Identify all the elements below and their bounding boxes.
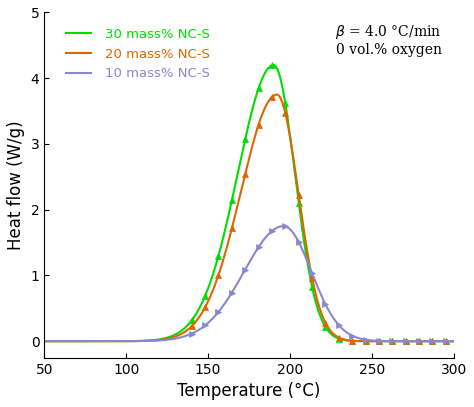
- Line: 10 mass% NC-S: 10 mass% NC-S: [44, 226, 454, 341]
- Text: $\beta$ = 4.0 °C/min
0 vol.% oxygen: $\beta$ = 4.0 °C/min 0 vol.% oxygen: [336, 23, 442, 57]
- 10 mass% NC-S: [41, 339, 47, 344]
- 10 mass% NC-S: [281, 224, 286, 229]
- 10 mass% NC-S: [451, 339, 457, 344]
- 30 mass% NC-S: [216, 251, 222, 256]
- 20 mass% NC-S: [88, 339, 94, 344]
- 10 mass% NC-S: [443, 339, 449, 344]
- 20 mass% NC-S: [274, 92, 280, 97]
- Y-axis label: Heat flow (W/g): Heat flow (W/g): [7, 120, 25, 250]
- 10 mass% NC-S: [199, 326, 204, 330]
- 20 mass% NC-S: [112, 339, 118, 344]
- 10 mass% NC-S: [112, 339, 118, 344]
- 20 mass% NC-S: [41, 339, 47, 344]
- Legend: 30 mass% NC-S, 20 mass% NC-S, 10 mass% NC-S: 30 mass% NC-S, 20 mass% NC-S, 10 mass% N…: [56, 23, 216, 85]
- 20 mass% NC-S: [451, 339, 457, 344]
- 10 mass% NC-S: [88, 339, 94, 344]
- 20 mass% NC-S: [399, 339, 405, 344]
- 30 mass% NC-S: [399, 339, 405, 344]
- X-axis label: Temperature (°C): Temperature (°C): [177, 382, 321, 400]
- 30 mass% NC-S: [199, 302, 204, 307]
- 30 mass% NC-S: [88, 339, 94, 344]
- 20 mass% NC-S: [443, 339, 449, 344]
- 30 mass% NC-S: [271, 63, 276, 68]
- Line: 30 mass% NC-S: 30 mass% NC-S: [44, 65, 454, 341]
- Line: 20 mass% NC-S: 20 mass% NC-S: [44, 95, 454, 341]
- 20 mass% NC-S: [199, 311, 204, 316]
- 30 mass% NC-S: [451, 339, 457, 344]
- 30 mass% NC-S: [443, 339, 449, 344]
- 10 mass% NC-S: [399, 339, 405, 344]
- 10 mass% NC-S: [216, 309, 222, 313]
- 30 mass% NC-S: [41, 339, 47, 344]
- 30 mass% NC-S: [112, 339, 118, 344]
- 20 mass% NC-S: [216, 271, 222, 276]
